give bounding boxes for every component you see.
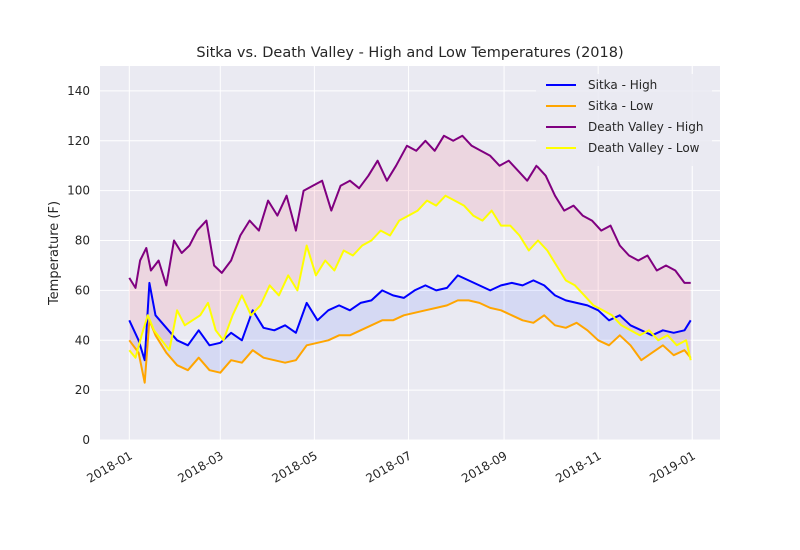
legend-label: Death Valley - High [588,120,703,134]
legend-label: Sitka - High [588,78,657,92]
legend: Sitka - High Sitka - Low Death Valley - Hi… [536,74,712,166]
series-line-death-valley-high [128,134,691,289]
y-axis-ticks: 0 20 40 60 80 100 120 140 [67,84,90,447]
series-lines [128,134,692,384]
fill-death-valley-high [129,135,691,361]
y-tick-label: 20 [75,383,90,397]
legend-box [536,74,712,166]
legend-label: Death Valley - Low [588,141,700,155]
y-axis-label: Temperature (F) [47,201,62,306]
legend-label: Sitka - Low [588,99,654,113]
y-tick-label: 120 [67,134,90,148]
series-line-death-valley-low [128,194,692,361]
y-tick-label: 140 [67,84,90,98]
y-tick-label: 100 [67,184,90,198]
y-tick-label: 80 [75,234,90,248]
y-tick-label: 60 [75,283,90,297]
y-tick-label: 40 [75,333,90,347]
y-tick-label: 0 [82,433,90,447]
series-line-sitka-low [128,299,692,384]
chart-title: Sitka vs. Death Valley - High and Low Te… [196,45,623,61]
range-fills [129,135,691,383]
series-line-sitka-high [128,274,692,362]
fill-sitka-high [129,275,691,383]
